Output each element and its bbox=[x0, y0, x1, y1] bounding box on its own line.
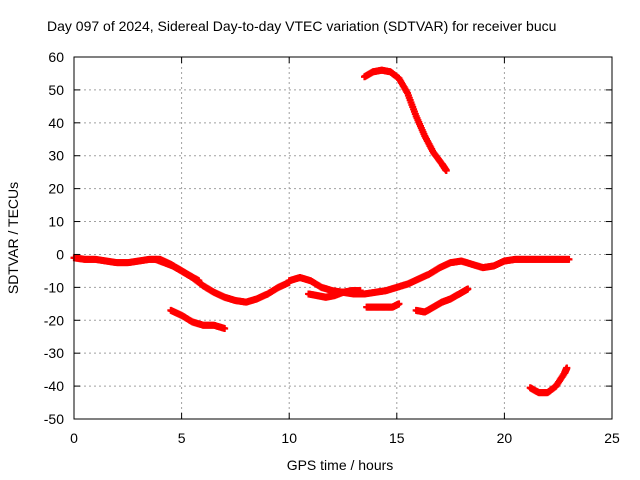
y-tick-label: -50 bbox=[44, 411, 64, 427]
grid bbox=[74, 57, 612, 419]
y-tick-label: -10 bbox=[44, 279, 64, 295]
series-track-c bbox=[412, 285, 472, 316]
series-track-high bbox=[361, 66, 450, 175]
x-tick-label: 5 bbox=[178, 430, 186, 446]
y-tick-label: 40 bbox=[48, 115, 64, 131]
y-tick-label: 0 bbox=[56, 246, 64, 262]
plot-frame bbox=[73, 56, 613, 420]
data-point bbox=[356, 287, 364, 295]
x-tick-label: 20 bbox=[497, 430, 513, 446]
series-track-main-upper bbox=[152, 255, 203, 285]
x-axis-label: GPS time / hours bbox=[287, 457, 394, 473]
x-tick-label: 15 bbox=[389, 430, 405, 446]
data-point bbox=[395, 300, 403, 308]
y-tick-label: 30 bbox=[48, 148, 64, 164]
x-tick-label: 0 bbox=[70, 430, 78, 446]
series-track-b bbox=[363, 300, 403, 311]
y-tick-label: 10 bbox=[48, 214, 64, 230]
x-tick-label: 25 bbox=[604, 430, 620, 446]
data-point bbox=[442, 167, 450, 175]
y-tick-label: 20 bbox=[48, 181, 64, 197]
data-point bbox=[221, 325, 229, 332]
y-tick-label: -30 bbox=[44, 345, 64, 361]
data-points bbox=[70, 66, 573, 397]
series-track-d bbox=[526, 364, 571, 397]
chart-title: Day 097 of 2024, Sidereal Day-to-day VTE… bbox=[47, 18, 556, 34]
data-point bbox=[195, 277, 203, 285]
axis-ticks bbox=[73, 56, 613, 420]
data-point bbox=[464, 285, 472, 293]
tick-labels: 0 5 10 15 20 25 -50 -40 -30 -20 -10 0 10 20 30 40 50 60 bbox=[44, 49, 620, 446]
y-tick-label: 50 bbox=[48, 82, 64, 98]
x-tick-label: 10 bbox=[281, 430, 297, 446]
y-tick-label: 60 bbox=[48, 49, 64, 65]
y-axis-label: SDTVAR / TECUs bbox=[5, 182, 21, 294]
data-point bbox=[563, 364, 571, 372]
data-point bbox=[565, 255, 573, 263]
series-track-mid bbox=[285, 255, 573, 298]
series-track-a bbox=[167, 306, 229, 332]
y-tick-label: -40 bbox=[44, 378, 64, 394]
y-tick-label: -20 bbox=[44, 312, 64, 328]
series-track-mid-lower bbox=[305, 287, 364, 301]
